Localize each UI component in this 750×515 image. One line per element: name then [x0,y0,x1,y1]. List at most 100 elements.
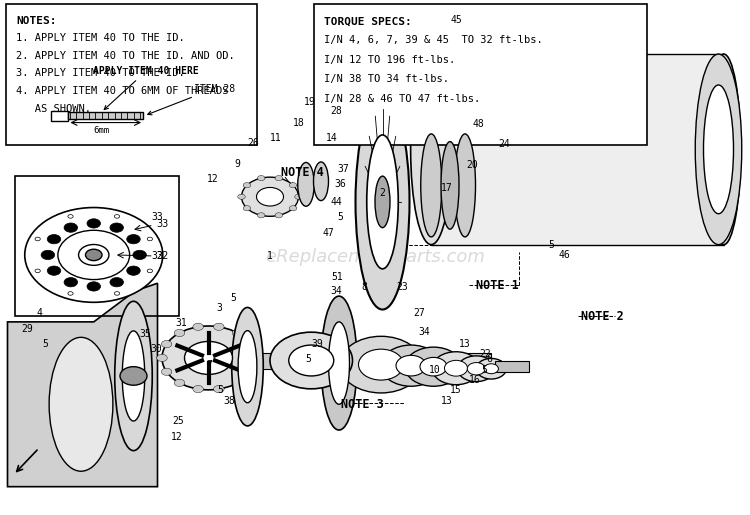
Circle shape [467,363,485,375]
Text: 31: 31 [176,318,188,329]
Text: 19: 19 [304,97,316,107]
Ellipse shape [321,296,357,430]
Ellipse shape [704,85,734,214]
Circle shape [232,379,243,386]
Circle shape [245,340,256,348]
Circle shape [64,278,77,287]
Text: eReplacementParts.com: eReplacementParts.com [265,249,485,266]
Ellipse shape [328,322,350,404]
Text: 27: 27 [413,308,425,318]
Circle shape [87,282,100,291]
Ellipse shape [695,54,742,245]
FancyBboxPatch shape [68,112,142,119]
Text: 44: 44 [330,197,342,207]
Text: I/N 28 & 46 TO 47 ft-lbs.: I/N 28 & 46 TO 47 ft-lbs. [324,94,480,104]
Circle shape [243,183,250,188]
Circle shape [147,269,152,272]
Polygon shape [431,54,724,245]
Circle shape [157,354,167,362]
Circle shape [289,345,334,376]
Circle shape [257,213,265,218]
Circle shape [35,237,40,241]
Text: 26: 26 [248,138,259,148]
FancyBboxPatch shape [51,111,68,121]
Text: 16: 16 [469,375,481,385]
Ellipse shape [375,176,390,228]
Ellipse shape [706,54,740,245]
Circle shape [161,368,172,375]
Circle shape [250,354,260,362]
Text: 17: 17 [441,183,453,193]
Circle shape [243,205,250,211]
Ellipse shape [454,134,476,237]
Text: NOTE 3: NOTE 3 [341,398,384,411]
Text: 30: 30 [150,344,162,354]
Text: NOTE 2: NOTE 2 [581,310,624,323]
Text: 4: 4 [37,308,43,318]
Circle shape [232,330,243,337]
Circle shape [133,250,146,260]
Text: 8: 8 [362,282,368,293]
Text: 9: 9 [234,159,240,169]
Circle shape [340,336,422,393]
Circle shape [68,215,74,218]
Text: 28: 28 [330,106,342,116]
Text: 33: 33 [152,212,164,222]
Text: 12: 12 [170,432,182,442]
Text: 6: 6 [487,354,493,365]
Circle shape [214,323,224,331]
Text: 23: 23 [396,282,408,293]
Circle shape [47,266,61,276]
Circle shape [458,356,495,382]
Text: 24: 24 [498,139,510,149]
Text: 35: 35 [140,329,152,339]
Text: 5: 5 [337,212,343,222]
Text: 48: 48 [472,118,484,129]
Text: 5: 5 [305,354,311,365]
FancyBboxPatch shape [6,4,256,145]
Text: TORQUE SPECS:: TORQUE SPECS: [324,16,412,26]
Text: ITEM 28: ITEM 28 [148,83,235,115]
Text: 32: 32 [156,251,168,261]
Text: 1: 1 [267,251,273,262]
Circle shape [87,219,100,228]
FancyBboxPatch shape [314,4,646,145]
Text: AS SHOWN.: AS SHOWN. [16,104,92,113]
Text: NOTE 4: NOTE 4 [281,166,324,179]
Circle shape [174,379,184,386]
Text: 34: 34 [418,327,430,337]
Text: 15: 15 [450,385,462,396]
Text: 5: 5 [482,365,488,375]
Text: 5: 5 [548,239,554,250]
Ellipse shape [367,135,398,269]
Circle shape [257,176,265,181]
Circle shape [270,332,352,389]
Text: 20: 20 [466,160,478,170]
Text: I/N 38 TO 34 ft-lbs.: I/N 38 TO 34 ft-lbs. [324,74,449,84]
Circle shape [86,249,102,261]
Circle shape [275,213,283,218]
Circle shape [476,358,506,379]
Circle shape [193,385,203,392]
Circle shape [47,234,61,244]
Ellipse shape [115,301,152,451]
Text: 51: 51 [332,272,344,282]
Circle shape [256,187,284,206]
Text: I/N 12 TO 196 ft-lbs.: I/N 12 TO 196 ft-lbs. [324,55,455,64]
Circle shape [147,237,152,241]
Circle shape [68,291,74,295]
Text: 2: 2 [380,188,386,198]
Text: 29: 29 [21,323,33,334]
Ellipse shape [298,163,314,206]
Polygon shape [8,283,158,487]
Text: 13: 13 [440,396,452,406]
Ellipse shape [238,331,256,403]
Text: 5: 5 [42,339,48,349]
Circle shape [358,349,404,380]
Text: 37: 37 [338,164,350,174]
Ellipse shape [441,142,459,229]
Circle shape [445,360,467,376]
Circle shape [275,176,283,181]
Circle shape [420,357,447,376]
Circle shape [110,278,124,287]
